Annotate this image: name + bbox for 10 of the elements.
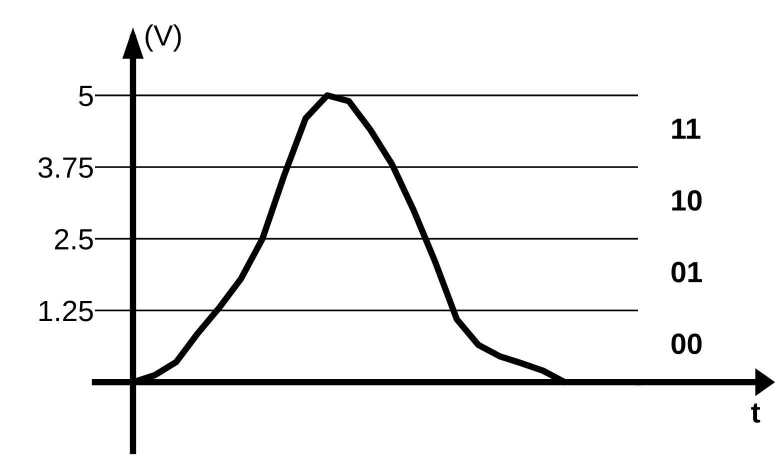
y-axis-title: (V) (146, 24, 181, 52)
y-tick-label: 5 (79, 86, 93, 106)
y-tick-label: 2.5 (55, 228, 93, 250)
text: t (751, 403, 760, 423)
text: 11 (672, 118, 700, 139)
text: 00 (672, 333, 702, 354)
text: 10 (672, 190, 702, 211)
y-tick-label: 1.25 (40, 300, 93, 322)
y-tick-label: 3.75 (38, 157, 93, 178)
text: 01 (672, 262, 702, 282)
